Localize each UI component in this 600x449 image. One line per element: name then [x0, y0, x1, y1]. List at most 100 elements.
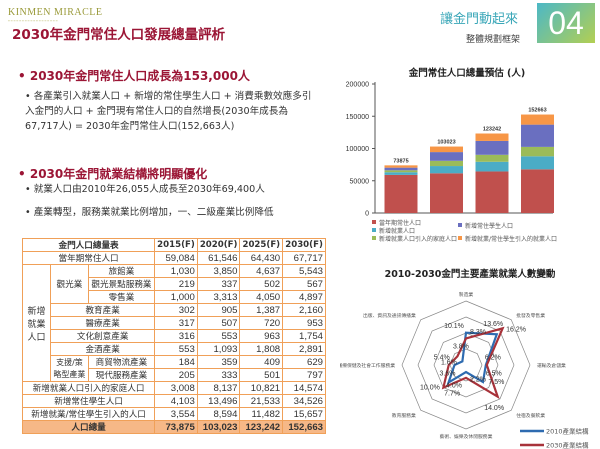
radar-data-label: 10.0%: [420, 384, 440, 391]
table-cell: 720: [239, 316, 284, 330]
radar-data-label: 6.2%: [485, 355, 501, 362]
bar-segment: [475, 140, 509, 155]
table-cell: 1,808: [239, 342, 284, 356]
heading-text: 2030年金門就業結構將明顯優化: [29, 167, 208, 181]
legend-swatch: [458, 223, 462, 227]
brand-tagline-line: ━━━━━━━━━━━━━━━━━━: [8, 19, 59, 23]
page-title: 2030年金門常住人口發展總量評析: [12, 27, 226, 43]
bar-total-label: 103023: [437, 140, 455, 146]
bar-segment: [384, 172, 418, 175]
table-cell: 567: [282, 277, 326, 291]
table-cell: 15,657: [282, 407, 326, 421]
table-cell: 3,008: [154, 381, 198, 395]
row-label: 人口總量: [21, 420, 156, 434]
legend-label: 新增就業人口: [379, 227, 415, 235]
table-cell: 4,897: [282, 290, 326, 304]
bar-segment: [475, 171, 509, 213]
radar-data-label: 3.6%: [439, 371, 455, 378]
heading-population: • 2030年金門常住人口成長為153,000人: [18, 69, 250, 83]
table-cell: 1,030: [154, 264, 198, 278]
radar-data-label: 7.5%: [488, 379, 504, 386]
bar-segment: [430, 160, 463, 167]
radar-data-label: 4.0%: [446, 382, 462, 389]
bullet-employment: • 就業人口由2010年26,055人成長至2030年69,400人: [25, 184, 265, 195]
heading-text: 2030年金門常住人口成長為153,000人: [29, 69, 250, 83]
table-cell: 61,546: [196, 251, 241, 265]
radar-chart: 2010-2030金門主要產業就業人數變動製造業批發及零售業運輸及倉儲業住宿及餐…: [340, 268, 589, 449]
table-cell: 3,313: [196, 290, 241, 304]
table-cell: 2,891: [282, 342, 326, 356]
table-row: 新增常住學生人口 4,103 13,496 21,533 34,526: [21, 394, 326, 408]
table-header-row: 金門人口總量表 2015(F) 2020(F) 2025(F) 2030(F): [21, 238, 326, 252]
bar-segment: [384, 165, 418, 168]
chart-title: 2010-2030金門主要產業就業人數變動: [385, 268, 556, 280]
row-label: 商貿物流產業: [87, 355, 156, 369]
bar-segment: [521, 146, 554, 157]
table-cell: 333: [196, 368, 241, 382]
radar-data-label: 1.6%: [441, 360, 457, 367]
table-cell: 14,574: [282, 381, 326, 395]
row-label: 文化創意產業: [50, 329, 156, 343]
radar-axis-label: 運輸及倉儲業: [537, 362, 566, 369]
table-cell: 502: [239, 277, 284, 291]
table-cell: 1,000: [154, 290, 198, 304]
bar-segment: [475, 161, 509, 172]
bar-total-label: 73875: [393, 158, 408, 164]
radar-axis-label: 醫療保健及社會工作服務業: [340, 362, 395, 369]
table-cell: 152,663: [282, 420, 326, 434]
radar-grid-ring: [449, 348, 483, 382]
row-label: 當年期常住人口: [21, 251, 156, 265]
bar-segment: [521, 156, 554, 170]
bar-segment: [521, 169, 554, 213]
row-label: 醫療產業: [50, 316, 156, 330]
bar-segment: [430, 166, 463, 174]
table-cell: 73,875: [154, 420, 198, 434]
table-cell: 1,093: [196, 342, 241, 356]
section-name: 整體規劃框架: [466, 35, 521, 45]
table-cell: 629: [282, 355, 326, 369]
radar-data-label: 2.2%: [470, 377, 486, 384]
table-header: 2015(F): [154, 238, 198, 252]
table-cell: 359: [196, 355, 241, 369]
bar-segment: [475, 154, 509, 162]
table-row: 文化創意產業 316 553 963 1,754: [23, 329, 326, 343]
radar-axis-label: 製造業: [459, 291, 474, 298]
radar-axis-label: 住宿及餐飲業: [516, 412, 545, 419]
bar-segment: [475, 133, 509, 141]
radar-axis-label: 教育服務業: [392, 412, 416, 419]
table-cell: 123,242: [239, 420, 284, 434]
table-cell: 953: [282, 316, 326, 330]
radar-series-line: [441, 326, 505, 400]
radar-data-label: 14.0%: [484, 405, 504, 412]
group-label: 新增就業人口: [21, 264, 52, 382]
bullet-text: 就業人口由2010年26,055人成長至2030年69,400人: [33, 184, 265, 195]
radar-axis-label: 藝術、娛樂及休閒服務業: [440, 433, 493, 440]
y-tick-label: 200000: [346, 82, 369, 89]
subgroup-label: 觀光業: [50, 264, 89, 304]
legend-label: 新增常住學生人口: [465, 222, 513, 230]
row-label: 觀光景點服務業: [87, 277, 156, 291]
bar-segment: [430, 152, 463, 161]
table-cell: 501: [239, 368, 284, 382]
table-cell: 8,594: [196, 407, 241, 421]
legend-label: 新增就業人口引入的家庭人口: [379, 235, 457, 243]
radar-axis-label: 出版、資訊及通訊傳播業: [363, 312, 416, 319]
bar-segment: [384, 174, 418, 213]
row-label: 新增就業人口引入的家庭人口: [21, 381, 156, 395]
table-row: 醫療產業 317 507 720 953: [23, 316, 326, 330]
table-cell: 5,543: [282, 264, 326, 278]
table-row: 新增就業人口 觀光業 旅館業 1,030 3,850 4,637 5,543: [21, 264, 326, 382]
row-label: 現代服務產業: [87, 368, 156, 382]
chart-title: 金門常住人口總量預估 (人): [408, 67, 526, 79]
bullet-industry: • 產業轉型，服務業就業比例增加，一、二級產業比例降低: [25, 207, 274, 218]
bullet-population: • 各產業引入就業人口 + 新增的常住學生人口 + 消費乘數效應多引入金門的人口…: [25, 91, 312, 132]
brand-logo: KINMEN MIRACLE: [8, 7, 103, 18]
table-cell: 3,554: [154, 407, 198, 421]
table-cell: 316: [154, 329, 198, 343]
y-tick-label: 0: [365, 211, 369, 218]
table-cell: 409: [239, 355, 284, 369]
radar-data-label: 7.7%: [444, 391, 460, 398]
bar-total-label: 123242: [483, 127, 501, 133]
table-cell: 1,754: [282, 329, 326, 343]
legend-label: 新增就業/常住學生引入的就業人口: [465, 235, 557, 243]
